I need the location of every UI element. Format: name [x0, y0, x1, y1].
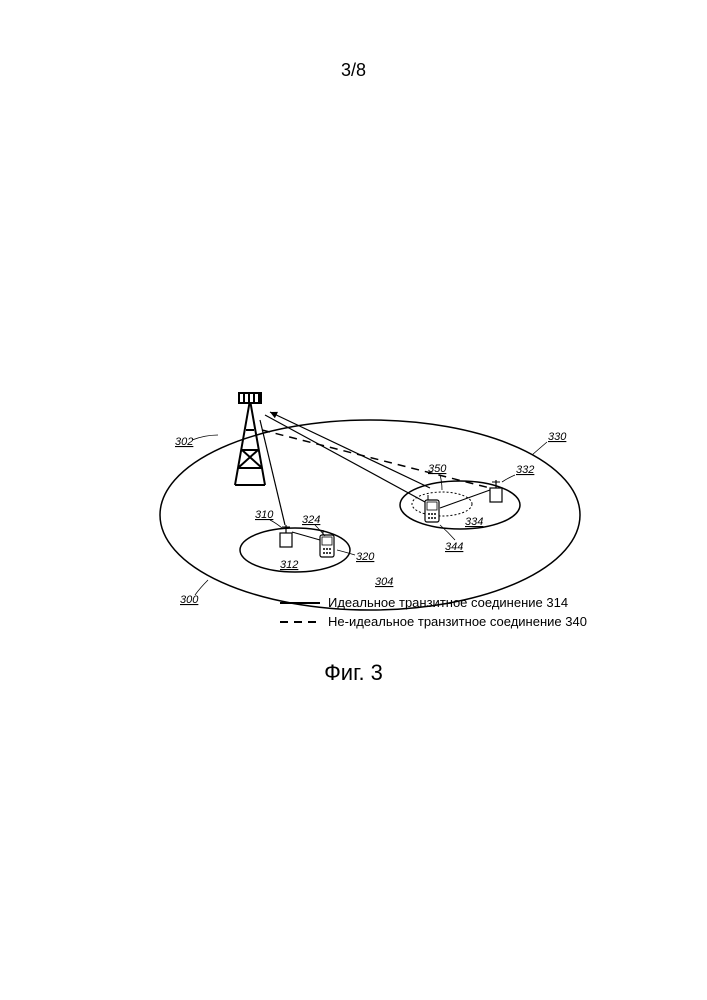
leader-332 — [502, 475, 515, 482]
ue-right-icon — [425, 495, 439, 522]
label-344: 344 — [445, 541, 463, 553]
label-300: 300 — [180, 594, 199, 606]
legend-ideal: Идеальное транзитное соединение 314 — [280, 595, 587, 610]
legend-dashed-line-icon — [280, 621, 320, 623]
leader-330 — [532, 442, 547, 455]
diagram-svg: 302 300 310 312 324 320 304 350 344 332 … — [120, 360, 590, 620]
label-334: 334 — [465, 516, 483, 528]
label-320: 320 — [356, 551, 375, 563]
label-332: 332 — [516, 464, 534, 476]
link-tower-ue-right — [265, 415, 425, 502]
label-304: 304 — [375, 576, 393, 588]
link-uplink — [270, 412, 430, 488]
label-330: 330 — [548, 431, 567, 443]
legend-non-ideal-text: Не-идеальное транзитное соединение 340 — [328, 614, 587, 629]
leader-320 — [337, 550, 355, 555]
legend: Идеальное транзитное соединение 314 Не-и… — [280, 595, 587, 633]
label-310: 310 — [255, 509, 274, 521]
label-350: 350 — [428, 463, 447, 475]
small-cell-right-icon — [490, 480, 502, 502]
legend-ideal-text: Идеальное транзитное соединение 314 — [328, 595, 568, 610]
leader-344 — [440, 525, 455, 540]
label-324: 324 — [302, 514, 320, 526]
page-number: 3/8 — [341, 60, 366, 81]
legend-solid-line-icon — [280, 602, 320, 604]
macro-cell-boundary — [160, 420, 580, 610]
leader-300 — [195, 580, 208, 595]
link-local-left — [292, 532, 320, 540]
macro-tower-icon — [235, 392, 265, 485]
figure-caption: Фиг. 3 — [324, 660, 383, 686]
network-diagram: 302 300 310 312 324 320 304 350 344 332 … — [120, 360, 590, 620]
leader-310 — [270, 520, 282, 528]
link-non-ideal — [262, 430, 490, 488]
inner-ellipse-350 — [412, 492, 472, 516]
label-302: 302 — [175, 436, 193, 448]
legend-non-ideal: Не-идеальное транзитное соединение 340 — [280, 614, 587, 629]
leader-302 — [192, 435, 218, 440]
label-312: 312 — [280, 559, 298, 571]
